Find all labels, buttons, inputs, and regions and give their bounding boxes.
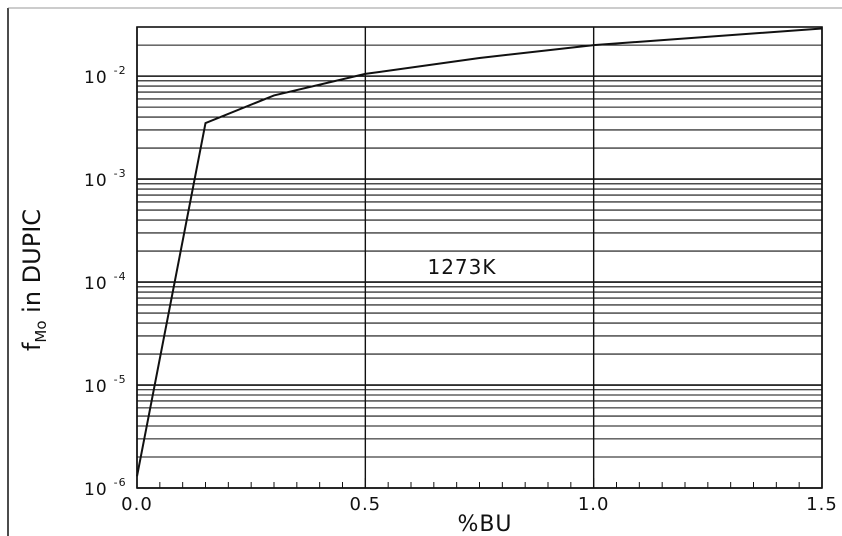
y-axis-label-subscript: Mo — [32, 320, 50, 342]
y-tick-label: 10 -5 — [84, 373, 127, 397]
y-axis-label: fMo in DUPIC — [18, 209, 50, 351]
plot-area — [136, 26, 823, 489]
series-layer — [136, 27, 823, 477]
y-axis-label-rest: in DUPIC — [18, 209, 46, 321]
y-tick-label: 10 -4 — [84, 270, 127, 294]
svg-text:fMo in DUPIC: fMo in DUPIC — [18, 209, 50, 351]
y-tick-label: 10 -3 — [84, 167, 127, 191]
temperature-annotation: 1273K — [427, 255, 496, 279]
x-tick-labels: 0.0 0.5 1.0 1.5 — [121, 494, 838, 515]
y-tick-labels: 10-6 10-5 10-4 10-3 10-2 — [84, 64, 127, 500]
grid-layer — [136, 26, 823, 489]
x-tick-label: 1.0 — [578, 494, 610, 515]
series-line-0 — [136, 27, 823, 477]
x-axis-label: %BU — [457, 512, 512, 536]
x-tick-label: 0.5 — [350, 494, 382, 515]
y-axis-label-main: f — [18, 342, 46, 351]
y-tick-label: 10 -2 — [84, 64, 127, 88]
y-tick-label: 10 -6 — [84, 476, 127, 500]
x-tick-label: 1.5 — [806, 494, 838, 515]
x-tick-label: 0.0 — [121, 494, 153, 515]
